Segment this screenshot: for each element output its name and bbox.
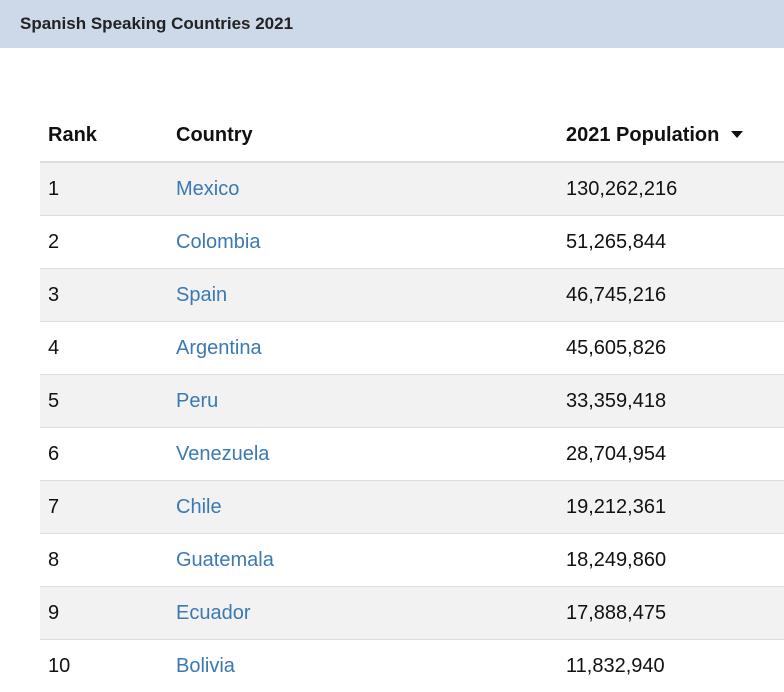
rank-cell: 8	[40, 534, 168, 587]
country-link[interactable]: Venezuela	[176, 443, 269, 465]
country-link[interactable]: Bolivia	[176, 655, 235, 677]
rank-cell: 3	[40, 269, 168, 322]
rank-cell: 4	[40, 322, 168, 375]
country-cell: Ecuador	[168, 587, 559, 640]
rank-cell: 1	[40, 162, 168, 216]
population-cell: 18,249,860	[559, 534, 784, 587]
country-column-header[interactable]: Country	[168, 110, 559, 162]
rank-column-header[interactable]: Rank	[40, 110, 168, 162]
table-row: 3 Spain 46,745,216	[40, 269, 784, 322]
country-cell: Bolivia	[168, 640, 559, 692]
caret-down-icon[interactable]	[731, 131, 743, 138]
table-row: 5 Peru 33,359,418	[40, 375, 784, 428]
country-cell: Peru	[168, 375, 559, 428]
population-cell: 28,704,954	[559, 428, 784, 481]
population-column-label: 2021 Population	[566, 124, 719, 146]
population-cell: 11,832,940	[559, 640, 784, 692]
population-table: Rank Country 2021 Population 1 Mexico 130,…	[40, 110, 784, 692]
population-cell: 46,745,216	[559, 269, 784, 322]
population-cell: 33,359,418	[559, 375, 784, 428]
country-link[interactable]: Spain	[176, 284, 227, 306]
page-header: Spanish Speaking Countries 2021	[0, 0, 784, 48]
rank-cell: 6	[40, 428, 168, 481]
table-row: 1 Mexico 130,262,216	[40, 162, 784, 216]
rank-cell: 2	[40, 216, 168, 269]
country-link[interactable]: Chile	[176, 496, 222, 518]
country-cell: Colombia	[168, 216, 559, 269]
table-header-row: Rank Country 2021 Population	[40, 110, 784, 162]
table-row: 9 Ecuador 17,888,475	[40, 587, 784, 640]
country-link[interactable]: Mexico	[176, 178, 239, 200]
table-body: 1 Mexico 130,262,216 2 Colombia 51,265,844 3 Sp…	[40, 162, 784, 692]
table-row: 2 Colombia 51,265,844	[40, 216, 784, 269]
population-column-header[interactable]: 2021 Population	[559, 110, 784, 162]
country-link[interactable]: Ecuador	[176, 602, 251, 624]
country-cell: Venezuela	[168, 428, 559, 481]
population-table-container: Rank Country 2021 Population 1 Mexico 130,…	[40, 110, 784, 692]
population-cell: 51,265,844	[559, 216, 784, 269]
rank-cell: 10	[40, 640, 168, 692]
population-cell: 19,212,361	[559, 481, 784, 534]
country-link[interactable]: Peru	[176, 390, 218, 412]
country-cell: Argentina	[168, 322, 559, 375]
rank-cell: 5	[40, 375, 168, 428]
rank-cell: 9	[40, 587, 168, 640]
country-link[interactable]: Argentina	[176, 337, 262, 359]
population-cell: 45,605,826	[559, 322, 784, 375]
table-row: 7 Chile 19,212,361	[40, 481, 784, 534]
country-cell: Spain	[168, 269, 559, 322]
table-row: 6 Venezuela 28,704,954	[40, 428, 784, 481]
table-row: 8 Guatemala 18,249,860	[40, 534, 784, 587]
page-title: Spanish Speaking Countries 2021	[20, 14, 293, 34]
population-cell: 130,262,216	[559, 162, 784, 216]
country-link[interactable]: Colombia	[176, 231, 260, 253]
country-link[interactable]: Guatemala	[176, 549, 274, 571]
population-cell: 17,888,475	[559, 587, 784, 640]
country-cell: Chile	[168, 481, 559, 534]
rank-cell: 7	[40, 481, 168, 534]
country-cell: Guatemala	[168, 534, 559, 587]
table-row: 10 Bolivia 11,832,940	[40, 640, 784, 692]
table-row: 4 Argentina 45,605,826	[40, 322, 784, 375]
country-cell: Mexico	[168, 162, 559, 216]
